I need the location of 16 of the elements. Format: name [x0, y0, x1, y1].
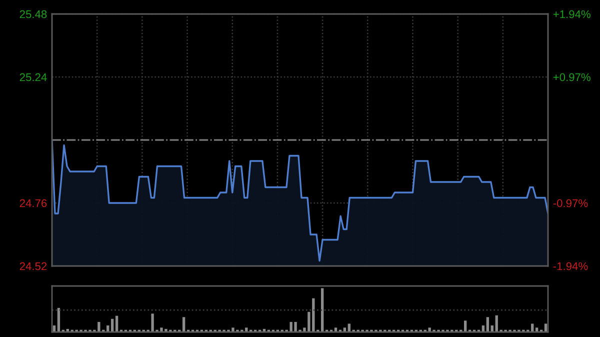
y2-tick-label: +1.94% — [553, 10, 590, 18]
bar — [57, 308, 60, 332]
y-tick-label: 25.24 — [20, 73, 47, 82]
y2-tick-label: +0.97% — [553, 73, 590, 82]
y2-tick-label: -0.97% — [553, 199, 588, 208]
bar — [486, 317, 490, 332]
bar — [464, 320, 467, 332]
bar — [348, 324, 350, 332]
y-tick-label: 24.76 — [20, 199, 47, 208]
y-tick-label: 24.52 — [20, 262, 47, 270]
y2-tick-label: -1.94% — [553, 262, 588, 270]
bar — [182, 317, 186, 332]
bar — [321, 288, 324, 332]
y-tick-label: 25.48 — [20, 10, 47, 18]
bar — [544, 324, 548, 332]
bar — [531, 324, 534, 332]
